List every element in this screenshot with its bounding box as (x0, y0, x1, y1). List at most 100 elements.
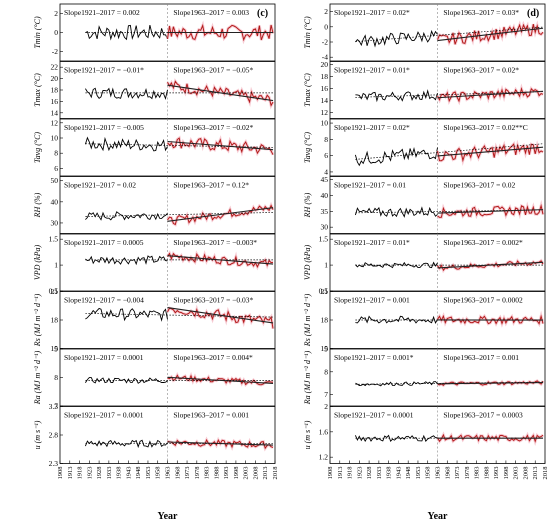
y-tick-label: 40 (321, 191, 329, 200)
subplot-row: 30 35 40 45 RH (%) Slope1921–2017 = 0.01 Slope… (303, 175, 546, 234)
y-tick-label: 16 (51, 97, 59, 106)
series-1921-1962 (354, 206, 438, 218)
x-tick-label: 1963 (165, 467, 172, 480)
series-1963-2017 (437, 433, 544, 443)
y-tick-label: 1 (324, 261, 328, 270)
trend-1963-2017 (437, 27, 544, 42)
y-axis-label: Tmin (°C) (33, 16, 42, 49)
x-tick-label: 1953 (415, 467, 422, 480)
series-1921-1962 (355, 381, 438, 387)
y-tick-label: 1.5 (49, 235, 59, 244)
x-tick-label: 1943 (125, 467, 132, 480)
slope-annotation-1963-2017: Slope1963–2017 = 0.001 (173, 411, 249, 420)
x-tick-label: 1913 (337, 467, 344, 480)
subplot-row: -4 -2 0 2 Tmin (°C) Slope1921–2017 = 0.02* Slo… (303, 3, 546, 62)
trend-1963-2017 (167, 376, 274, 384)
trend-1963-2017 (167, 255, 274, 265)
trend-1921-2017 (355, 91, 544, 98)
y-axis-label: Tmin (°C) (303, 16, 312, 49)
y-tick-label: 1 (54, 261, 58, 270)
y-tick-label: 9 (54, 345, 58, 354)
series-1921-1962 (84, 439, 168, 449)
y-axis-label: VPD (kPa) (33, 245, 42, 281)
slope-annotation-1963-2017: Slope1963–2017 = 0.02**C (443, 123, 527, 132)
x-tick-label: 1968 (444, 467, 451, 480)
panel-d: -4 -2 0 2 Tmin (°C) Slope1921–2017 = 0.02* Slo… (303, 3, 549, 522)
y-tick-label: 21 (321, 287, 329, 296)
y-tick-label: -2 (322, 38, 328, 47)
x-tick-label: 1908 (57, 467, 64, 480)
trend-1921-2017 (355, 143, 544, 160)
y-axis-label: Ra (MJ m⁻² d⁻¹) (33, 350, 42, 405)
y-tick-label: 18 (51, 316, 59, 325)
slope-annotation-1963-2017: Slope1963–2017 = 0.03* (443, 8, 519, 17)
subplot-row: 7 8 9 Ra (MJ m⁻² d⁻¹) Slope1921–2017 = 0.000… (33, 345, 276, 411)
slope-annotation-1921-2017: Slope1921–2017 = −0.005 (64, 123, 144, 132)
slope-annotation-1921-2017: Slope1921–2017 = 0.02* (334, 8, 410, 17)
series-1921-1962 (354, 434, 438, 443)
trend-1963-2017 (437, 261, 544, 269)
x-tick-label: 1998 (503, 467, 510, 480)
y-axis-label: VPD (kPa) (303, 245, 312, 281)
slope-annotation-1921-2017: Slope1921–2017 = 0.02* (334, 123, 410, 132)
subplot-row: 15 18 21 Rs (MJ m⁻² d⁻¹) Slope1921–2017 = −0… (33, 287, 276, 353)
x-tick-label: 1948 (135, 467, 142, 480)
slope-annotation-1921-2017: Slope1921–2017 = 0.02 (64, 181, 136, 190)
x-tick-label: 1978 (464, 467, 471, 480)
series-1963-2017 (437, 23, 544, 45)
y-tick-label: 10 (321, 119, 329, 128)
subplot-row: 15 18 21 Rs (MJ m⁻² d⁻¹) Slope1921–2017 = 0.… (303, 287, 546, 353)
trend-1963-2017 (437, 146, 544, 157)
y-tick-label: 8 (324, 135, 328, 144)
y-tick-label: 3.3 (49, 402, 59, 411)
slope-annotation-1921-2017: Slope1921–2017 = 0.01 (334, 181, 406, 190)
x-axis-title: Year (428, 511, 449, 522)
y-tick-label: -4 (322, 53, 328, 62)
panel-label: (c) (257, 8, 268, 19)
x-tick-label: 1988 (213, 467, 220, 480)
trend-1921-2017 (85, 313, 274, 318)
y-tick-label: 15 (321, 344, 329, 353)
slope-annotation-1921-2017: Slope1921–2017 = 0.01* (334, 66, 410, 75)
x-tick-label: 1948 (405, 467, 412, 480)
subplot-row: 14 16 18 20 22 Tmax (°C) Slope1921–2017 = −0.0… (33, 61, 276, 119)
subplot-row: -2 0 2 Tmin (°C) Slope1921–2017 = 0.002 Slope… (33, 3, 276, 62)
trend-1963-2017 (167, 207, 274, 222)
slope-annotation-1921-2017: Slope1921–2017 = 0.001* (334, 353, 414, 362)
x-tick-label: 2018 (272, 467, 279, 480)
series-1921-1962 (355, 261, 438, 269)
y-tick-label: 7 (54, 402, 58, 411)
series-1963-2017 (437, 143, 544, 163)
series-1963-2017 (437, 203, 544, 218)
y-tick-label: 1.5 (319, 235, 329, 244)
panel-label: (d) (527, 8, 539, 19)
y-tick-label: 20 (51, 74, 59, 83)
slope-annotation-1963-2017: Slope1963–2017 = 0.001 (443, 353, 519, 362)
y-tick-label: 16 (321, 84, 329, 93)
x-tick-label: 1958 (425, 467, 432, 480)
subplot-row: 2.3 2.8 3.3 u (m s⁻¹) Slope1921–2017 = 0.000… (33, 402, 276, 468)
y-tick-label: 12 (51, 118, 59, 127)
series-1921-1962 (85, 211, 168, 221)
slope-annotation-1921-2017: Slope1921–2017 = 0.0001 (64, 411, 144, 420)
slope-annotation-1963-2017: Slope1963–2017 = −0.003* (173, 238, 257, 247)
slope-annotation-1963-2017: Slope1963–2017 = 0.002* (443, 238, 523, 247)
x-tick-label: 1928 (366, 467, 373, 480)
series-1921-1962 (85, 24, 168, 41)
slope-annotation-1963-2017: Slope1963–2017 = 0.12* (173, 181, 249, 190)
y-axis-label: Tavg (°C) (303, 132, 312, 163)
trend-1963-2017 (437, 90, 544, 99)
slope-annotation-1963-2017: Slope1963–2017 = 0.0003 (443, 411, 523, 420)
y-tick-label: 4 (324, 167, 328, 176)
x-tick-label: 2013 (262, 467, 269, 480)
series-1963-2017 (167, 23, 274, 42)
slope-annotation-1963-2017: Slope1963–2017 = −0.05* (173, 66, 253, 75)
x-tick-label: 1988 (483, 467, 490, 480)
slope-annotation-1963-2017: Slope1963–2017 = −0.02* (173, 123, 253, 132)
slope-annotation-1921-2017: Slope1921–2017 = −0.004 (64, 296, 144, 305)
x-tick-label: 1918 (347, 467, 354, 480)
y-tick-label: 30 (321, 223, 329, 232)
y-tick-label: 0 (54, 28, 58, 37)
y-tick-label: 18 (51, 86, 59, 95)
